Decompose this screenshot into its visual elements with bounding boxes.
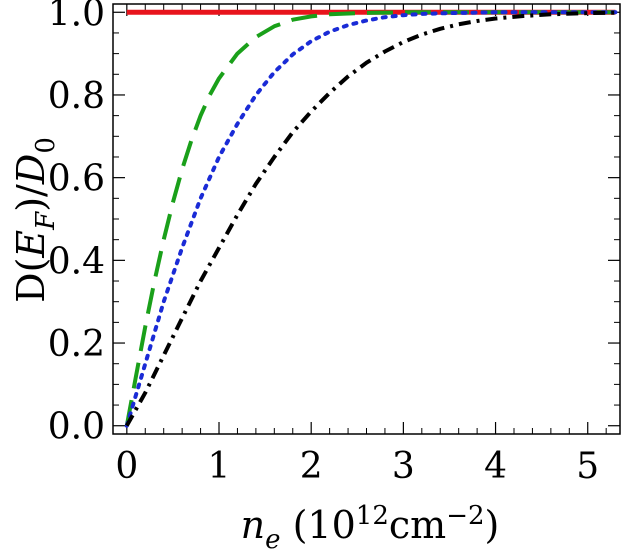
axis-ticks xyxy=(113,4,620,434)
axis-tick-labels: 0 1 2 3 4 5 0.0 0.2 0.4 0.6 0.8 1.0 xyxy=(48,0,599,487)
x-tick-label: 3 xyxy=(392,446,415,487)
y-tick-label: 0.8 xyxy=(48,76,105,117)
x-tick-label: 1 xyxy=(208,446,231,487)
x-axis-label: ne (1012cm−2) xyxy=(241,501,500,550)
x-tick-label: 5 xyxy=(576,446,599,487)
series-line-dashdot xyxy=(125,10,616,427)
y-axis-label: D(EF)/D0 xyxy=(9,137,61,303)
x-tick-label: 2 xyxy=(300,446,323,487)
x-tick-label: 4 xyxy=(484,446,507,487)
plot-frame xyxy=(112,3,621,435)
y-tick-label: 0.6 xyxy=(48,159,105,200)
series-line-dashed xyxy=(124,10,616,427)
series-group xyxy=(124,9,618,428)
y-tick-label: 0.0 xyxy=(48,407,105,448)
y-tick-label: 0.2 xyxy=(48,324,105,365)
y-tick-label: 1.0 xyxy=(48,0,105,34)
series-line-dotted xyxy=(124,10,618,428)
x-tick-label: 0 xyxy=(115,446,138,487)
y-tick-label: 0.4 xyxy=(48,241,105,282)
